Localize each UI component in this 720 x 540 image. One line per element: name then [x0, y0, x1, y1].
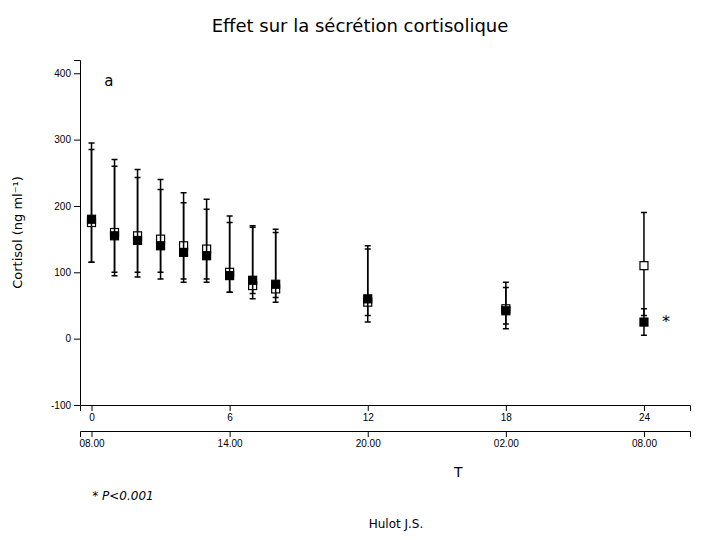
y-axis: -100 0 100 200 300 400 [51, 61, 81, 411]
tick: 12 [363, 405, 375, 423]
error-bar [503, 288, 509, 324]
tick-mark [368, 405, 369, 411]
annotation: * [662, 312, 670, 331]
error-bar [135, 177, 141, 277]
tick: 100 [54, 267, 80, 278]
tick: 24 [639, 405, 651, 423]
marker [134, 236, 142, 244]
tick-mark [92, 431, 93, 437]
marks [88, 143, 648, 335]
tick-label: 20.00 [356, 438, 381, 449]
tick: 0 [89, 405, 95, 423]
tick-label: 08.00 [79, 438, 104, 449]
tick: 18 [501, 405, 513, 423]
tick-mark [644, 405, 645, 411]
tick: 08.00 [79, 431, 104, 449]
panel-label: a [104, 72, 113, 90]
marker [272, 280, 280, 288]
axis-line [74, 61, 81, 406]
error-bar [204, 209, 210, 282]
error-bar [250, 226, 256, 299]
series [88, 150, 648, 329]
tick-mark [92, 405, 93, 411]
credit: Hulot J.S. [369, 517, 424, 531]
tick-label: 200 [54, 201, 71, 212]
error-bar [158, 189, 164, 279]
tick-label: 08.00 [632, 438, 657, 449]
error-bar [273, 233, 279, 298]
tick-mark [506, 431, 507, 437]
error-bar [365, 246, 371, 322]
marker [640, 262, 648, 270]
axis-line [81, 432, 691, 438]
marker [249, 276, 257, 284]
tick: 200 [54, 201, 80, 212]
marker [226, 272, 234, 280]
marker [502, 307, 510, 315]
marker [157, 242, 165, 250]
error-bar [273, 229, 279, 302]
tick: 400 [54, 68, 80, 79]
tick-mark [230, 405, 231, 411]
tick-label: 6 [227, 412, 233, 423]
error-bar [641, 309, 647, 336]
error-bar [250, 227, 256, 293]
series [88, 143, 648, 335]
marker [640, 318, 648, 326]
marker [180, 248, 188, 256]
tick-mark [644, 431, 645, 437]
tick-label: 300 [54, 134, 71, 145]
chart-container: Effet sur la sécrétion cortisolique -100 0… [0, 0, 720, 540]
error-bar [641, 213, 647, 316]
tick-mark [74, 272, 80, 273]
tick-label: 14.00 [218, 438, 243, 449]
plot: -100 0 100 200 300 400 0 6 12 18 24 08.00 14.00 20.00… [51, 61, 691, 504]
tick-mark [74, 339, 80, 340]
error-bar [181, 203, 187, 283]
title: Effet sur la sécrétion cortisolique [212, 15, 509, 36]
tick: 20.00 [356, 431, 381, 449]
tick: 08.00 [632, 431, 657, 449]
tick: -100 [51, 400, 80, 411]
error-bar [112, 166, 118, 275]
tick-mark [368, 431, 369, 437]
error-bar [365, 249, 371, 315]
tick: 300 [54, 134, 80, 145]
x-axis-label: T [453, 464, 463, 480]
tick-label: 18 [501, 412, 513, 423]
tick: 02.00 [494, 431, 519, 449]
axis-line [81, 406, 691, 412]
tick-label: 24 [639, 412, 651, 423]
marker [88, 215, 96, 223]
tick-mark [74, 73, 80, 74]
tick-label: 0 [89, 412, 95, 423]
chart-svg: Effet sur la sécrétion cortisolique -100 0… [0, 0, 720, 540]
tick-label: 400 [54, 68, 71, 79]
x2-axis: 08.00 14.00 20.00 02.00 08.00 [79, 431, 690, 449]
y-axis-label: Cortisol (ng ml⁻¹) [10, 176, 25, 289]
error-bar [227, 223, 233, 293]
x-axis: 0 6 12 18 24 [81, 405, 691, 423]
tick-mark [74, 140, 80, 141]
tick-mark [74, 206, 80, 207]
tick-label: 12 [363, 412, 375, 423]
tick: 6 [227, 405, 233, 423]
tick-mark [506, 405, 507, 411]
tick: 14.00 [218, 431, 243, 449]
error-bar [503, 282, 509, 328]
tick-label: 02.00 [494, 438, 519, 449]
tick-label: 100 [54, 267, 71, 278]
marker [111, 232, 119, 240]
tick-label: 0 [65, 333, 71, 344]
tick: 0 [65, 333, 80, 344]
tick-mark [230, 431, 231, 437]
marker [364, 295, 372, 303]
error-bar [89, 143, 95, 262]
error-bar [227, 216, 233, 292]
tick-mark [74, 405, 80, 406]
tick-label: -100 [51, 400, 71, 411]
footnote: * P<0.001 [92, 489, 153, 503]
marker [203, 252, 211, 260]
